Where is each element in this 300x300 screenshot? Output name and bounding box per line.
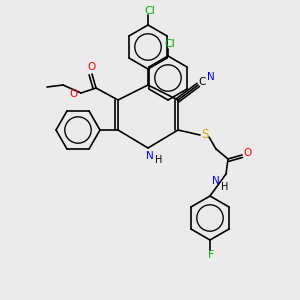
Text: H: H bbox=[221, 182, 229, 192]
Text: Cl: Cl bbox=[165, 39, 176, 49]
Text: O: O bbox=[88, 62, 96, 72]
Text: N: N bbox=[207, 72, 215, 82]
Text: N: N bbox=[212, 176, 220, 186]
Text: F: F bbox=[208, 250, 214, 260]
Text: Cl: Cl bbox=[145, 6, 155, 16]
Text: H: H bbox=[155, 155, 163, 165]
Text: O: O bbox=[244, 148, 252, 158]
Text: N: N bbox=[146, 151, 154, 161]
Text: C: C bbox=[198, 77, 206, 87]
Text: S: S bbox=[201, 128, 209, 142]
Text: O: O bbox=[70, 89, 78, 99]
